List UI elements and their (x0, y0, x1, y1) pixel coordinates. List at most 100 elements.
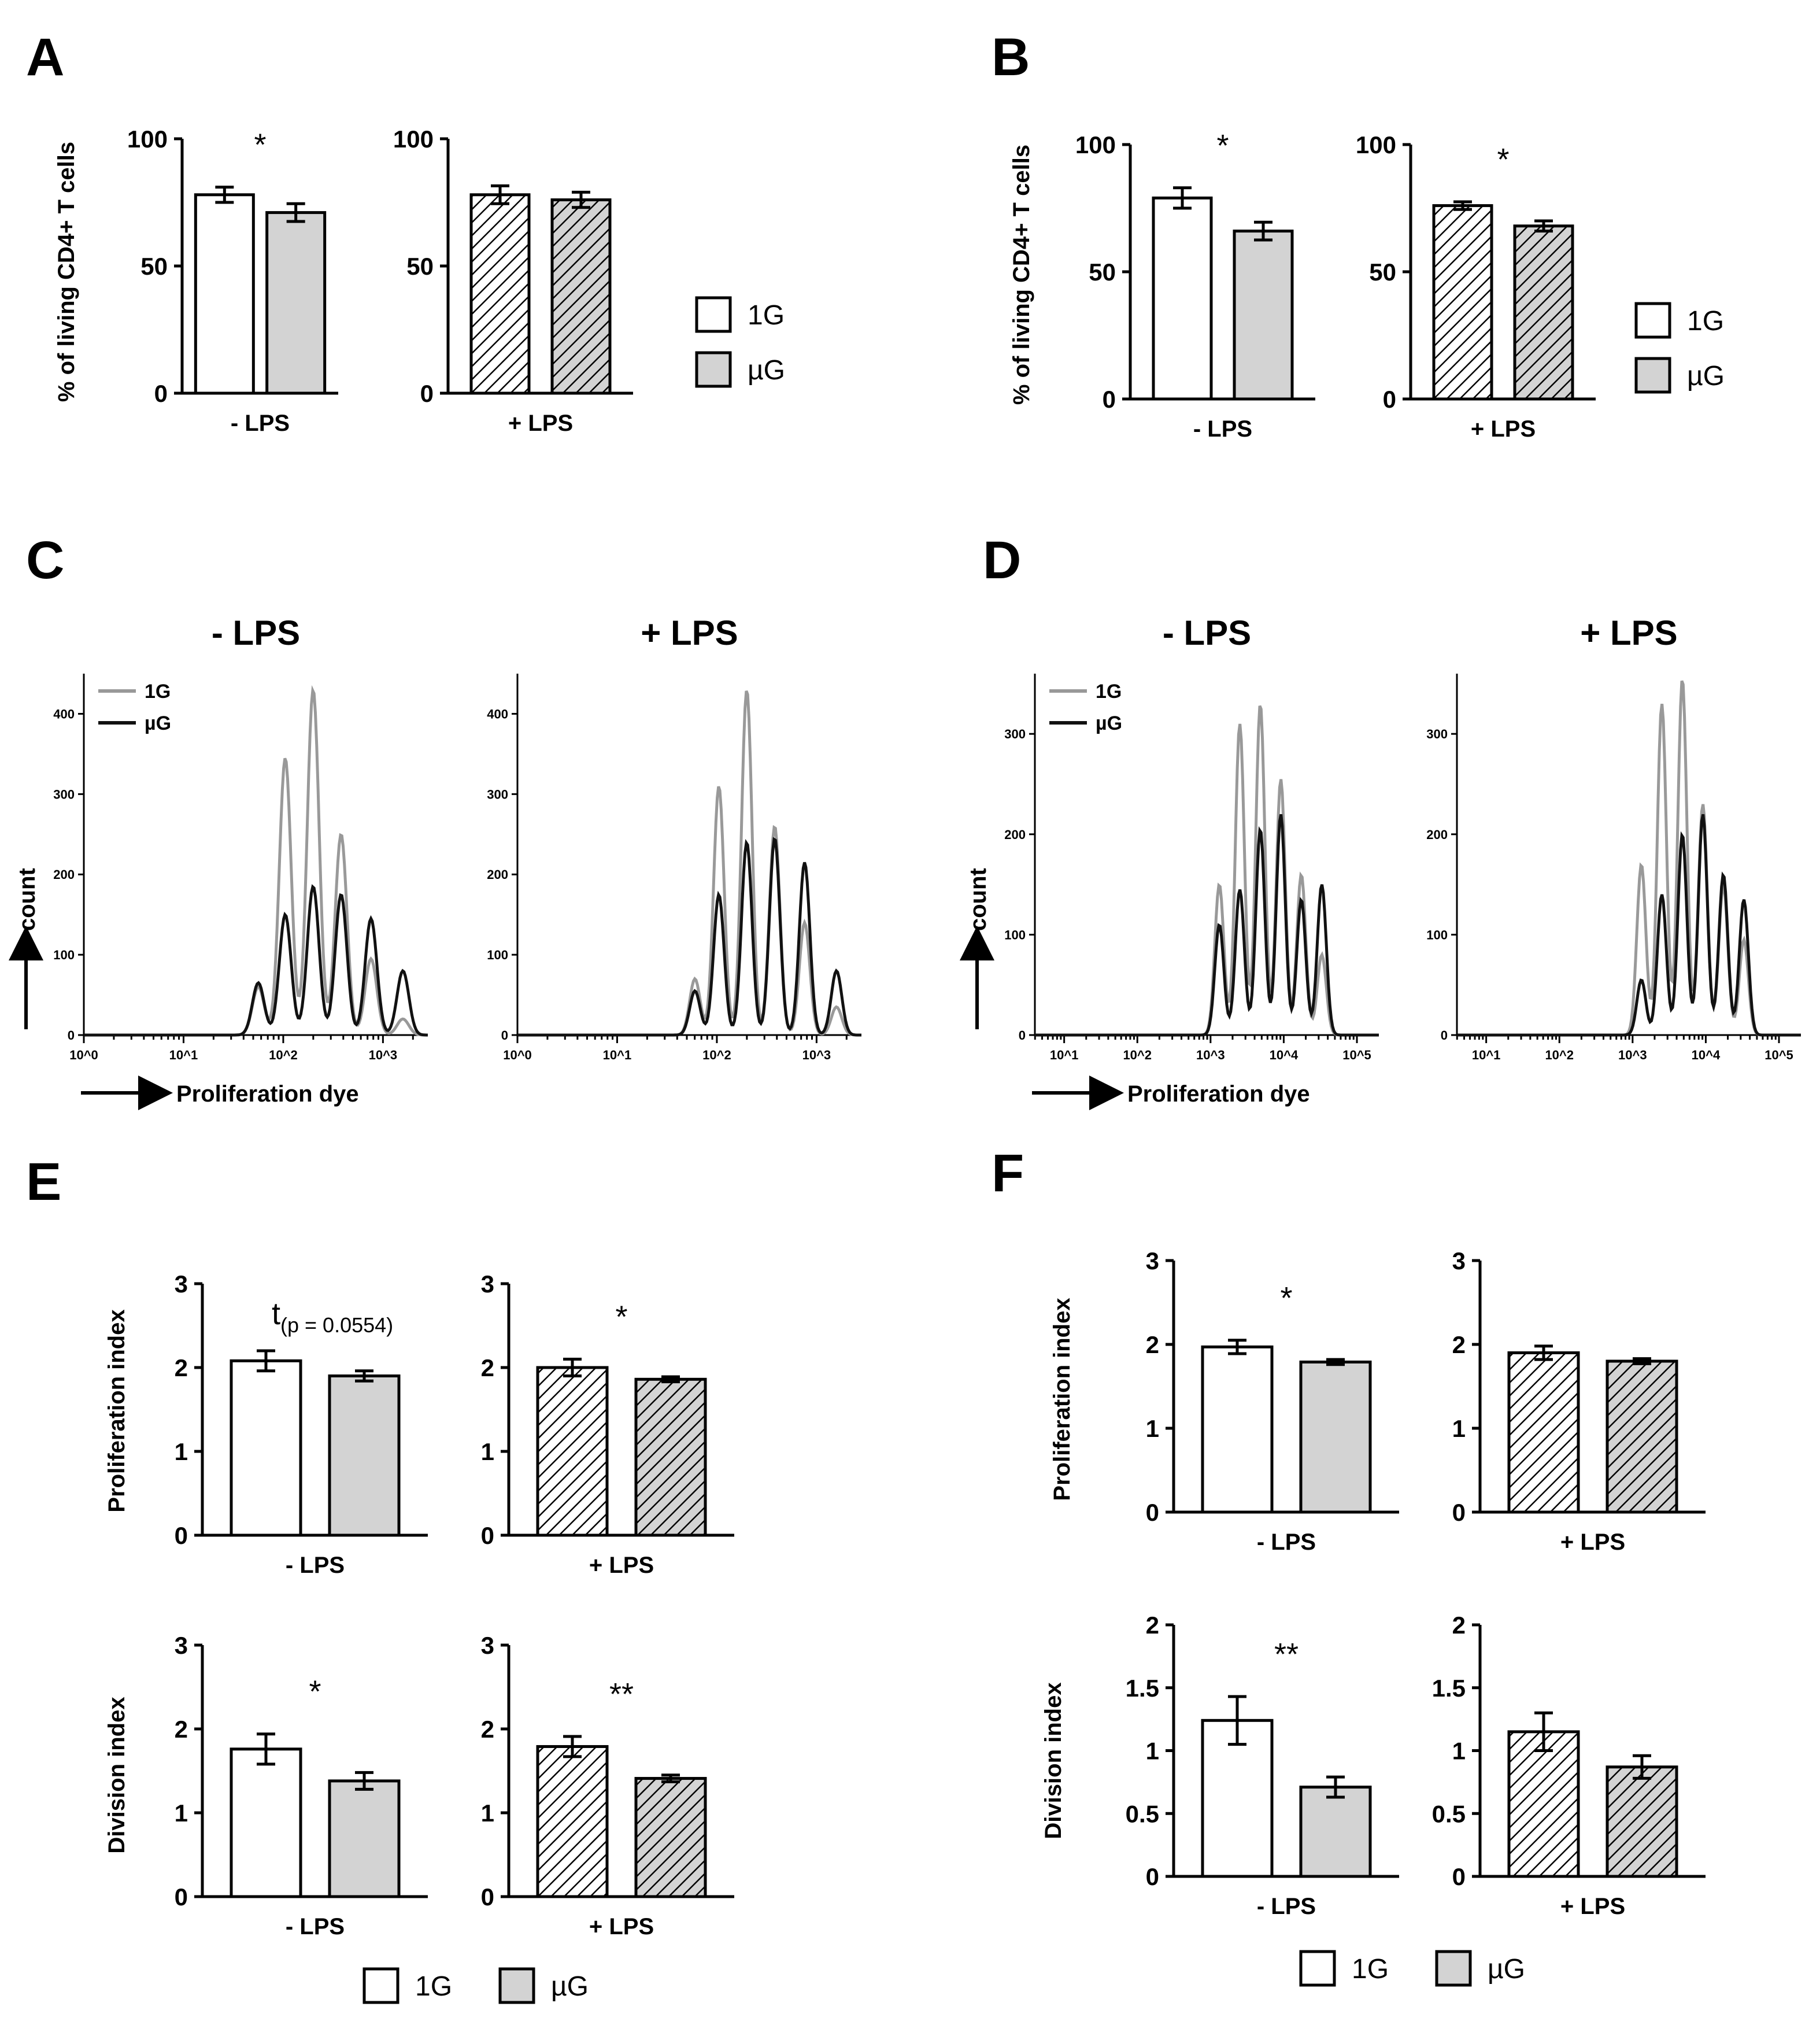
chart-e: Proliferation index 0 1 2 3 - LPS t(p = … (104, 1270, 734, 2004)
y-tick-label: 300 (53, 787, 75, 801)
chart-a-ylabel: % of living CD4+ T cells (54, 142, 79, 402)
x-tick-label: 10^2 (702, 1048, 731, 1062)
y-tick-label: 0 (1452, 1863, 1466, 1890)
legend-label-ug: µG (1488, 1954, 1525, 1985)
y-tick-label: 200 (487, 867, 508, 882)
group-label: - LPS (1257, 1894, 1316, 1919)
y-tick-label: 100 (487, 948, 508, 962)
y-tick-label: 50 (1369, 258, 1396, 286)
chart-b-ylabel: % of living CD4+ T cells (1009, 145, 1034, 405)
y-tick-label: 2 (1146, 1612, 1159, 1639)
legend-label-1g: 1G (748, 300, 785, 331)
bar-1g (536, 1745, 609, 1898)
group-label: - LPS (286, 1553, 345, 1578)
y-tick-label: 100 (1426, 927, 1448, 942)
x-tick-label: 10^2 (1545, 1048, 1574, 1062)
y-tick-label: 50 (140, 253, 168, 280)
legend-label-ug: µG (1687, 361, 1725, 391)
bar-ug (1299, 1360, 1372, 1514)
y-tick-label: 2 (1146, 1331, 1159, 1358)
x-tick-label: 10^3 (1196, 1048, 1225, 1062)
y-tick-label: 400 (487, 707, 508, 721)
x-tick-label: 10^1 (603, 1048, 632, 1062)
y-tick-label: 3 (1146, 1247, 1159, 1274)
y-tick-label: 100 (1004, 927, 1026, 942)
legend-label-1g: 1G (1687, 306, 1724, 337)
y-tick-label: 3 (175, 1270, 188, 1298)
y-tick-label: 3 (481, 1270, 494, 1298)
y-tick-label: 0 (501, 1028, 508, 1043)
x-tick-label: 10^2 (1123, 1048, 1152, 1062)
chart-f-div-plus-lps: 0 0.5 1 1.5 2 + LPS (1432, 1612, 1706, 1919)
chart-e-prolif-plus-lps: 0 1 2 3 + LPS * (481, 1270, 734, 1578)
y-tick-label: 0.5 (1432, 1800, 1466, 1827)
legend-swatch-ug (695, 351, 732, 388)
bar-ug (550, 198, 612, 395)
legend-f: 1G µG (1299, 1950, 1525, 1987)
x-tick-label: 10^5 (1764, 1048, 1793, 1062)
y-tick-label: 0 (175, 1883, 188, 1911)
chart-b-group-minus-lps: 0 50 100 - LPS * (1075, 128, 1315, 442)
y-tick-label: 1.5 (1126, 1675, 1159, 1702)
chart-f-prolif-minus-lps: 0 1 2 3 - LPS * (1146, 1247, 1399, 1555)
chart-d-axis-arrows: count Proliferation dye (960, 868, 1310, 1110)
panel-label-e: E (26, 1152, 61, 1211)
legend-swatch-1g (695, 296, 732, 333)
y-tick-label: 0 (1146, 1499, 1159, 1526)
count-label: count (966, 868, 991, 931)
chart-b: % of living CD4+ T cells 0 50 100 - LPS … (1009, 128, 1725, 442)
x-tick-label: 10^1 (1472, 1048, 1501, 1062)
legend-swatch-ug (1435, 1950, 1472, 1987)
significance-marker: * (1497, 142, 1509, 177)
panel-label-f: F (992, 1144, 1024, 1203)
y-tick-label: 0.5 (1126, 1800, 1159, 1827)
bar-ug (1299, 1786, 1372, 1878)
y-tick-label: 3 (1452, 1247, 1466, 1274)
x-tick-label: 10^4 (1270, 1048, 1299, 1062)
group-label: - LPS (231, 411, 290, 436)
bar-1g (194, 193, 255, 395)
significance-marker: * (1216, 128, 1229, 163)
x-tick-label: 10^3 (1618, 1048, 1647, 1062)
proliferation-dye-label: Proliferation dye (1127, 1081, 1310, 1107)
significance-marker: * (254, 128, 266, 162)
bar-ug (328, 1779, 401, 1898)
legend-label-ug: µG (551, 1971, 589, 2002)
group-label: + LPS (508, 411, 573, 436)
x-tick-label: 10^5 (1342, 1048, 1371, 1062)
chart-c-minus-lps: - LPS 0 100 200 300 400 10^0 10^1 10^2 1… (53, 614, 428, 1062)
y-tick-label: 1 (1452, 1738, 1466, 1765)
y-tick-label: 1 (481, 1438, 494, 1465)
significance-p-value: (p = 0.0554) (280, 1313, 393, 1337)
legend-label-ug: µG (748, 355, 785, 386)
group-label: + LPS (589, 1914, 654, 1939)
y-tick-label: 0 (1146, 1863, 1159, 1890)
chart-d: - LPS 0 100 200 300 10^1 10^2 10^3 10^4 … (960, 614, 1801, 1110)
count-label: count (14, 868, 40, 931)
legend-label-1g: 1G (415, 1971, 452, 2002)
bar-ug (265, 211, 327, 395)
y-tick-label: 200 (1004, 827, 1026, 842)
y-tick-label: 100 (53, 948, 75, 962)
y-tick-label: 300 (1426, 727, 1448, 741)
chart-f-proliferation-ylabel: Proliferation index (1049, 1298, 1075, 1501)
histogram-curve-ug (517, 837, 861, 1037)
y-tick-label: 200 (1426, 827, 1448, 842)
y-tick-label: 0 (1452, 1499, 1466, 1526)
x-tick-label: 10^1 (169, 1048, 198, 1062)
panel-label-c: C (26, 531, 64, 590)
y-tick-label: 0 (481, 1522, 494, 1549)
histogram-legend-1g: 1G (145, 681, 171, 703)
histogram-title: - LPS (212, 614, 300, 652)
chart-a-group-minus-lps: 0 50 100 - LPS * (127, 125, 338, 436)
bar-1g (1432, 204, 1493, 401)
histogram-legend-ug: µG (1096, 712, 1122, 734)
histogram-title: + LPS (641, 614, 738, 652)
bar-1g (230, 1359, 302, 1537)
histogram-legend-ug: µG (145, 712, 171, 734)
y-tick-label: 1.5 (1432, 1675, 1466, 1702)
bar-1g (230, 1747, 302, 1898)
histogram-curve-1g (517, 690, 861, 1037)
group-label: + LPS (1560, 1894, 1625, 1919)
